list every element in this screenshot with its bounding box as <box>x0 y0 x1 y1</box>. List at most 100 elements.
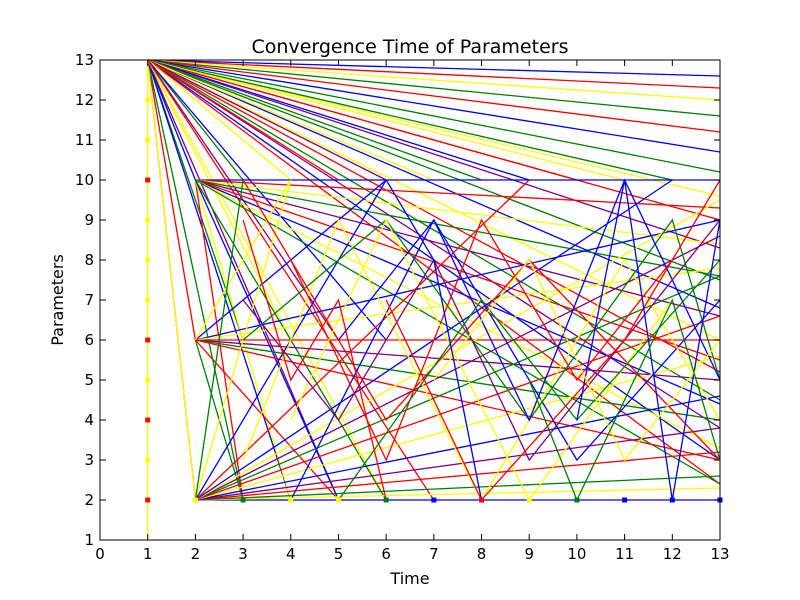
series-line-94 <box>528 298 721 502</box>
series-line-33 <box>147 59 387 341</box>
series-line-2 <box>147 59 721 101</box>
series-line-82 <box>290 218 721 501</box>
series-line-7 <box>147 59 721 197</box>
data-point-0 <box>145 97 151 103</box>
data-point-9 <box>145 457 151 463</box>
y-tick-label-11: 12 <box>75 91 94 109</box>
series-line-86 <box>337 178 721 422</box>
series-line-5 <box>147 59 721 153</box>
series-line-92 <box>433 258 721 462</box>
series-line-45 <box>195 179 721 277</box>
series-line-66 <box>195 487 721 501</box>
series-line-19 <box>147 59 625 181</box>
data-point-12 <box>240 497 246 503</box>
x-tick-label-1: 1 <box>143 545 153 563</box>
series-line-70 <box>195 395 721 501</box>
series-line-79 <box>194 179 244 501</box>
series-line-38 <box>147 59 340 501</box>
series-line-9 <box>147 59 721 249</box>
series-line-62 <box>194 179 292 341</box>
series-line-3 <box>147 59 721 117</box>
series-line-67 <box>195 475 721 501</box>
y-tick-label-10: 11 <box>75 131 94 149</box>
series-line-25 <box>147 59 339 181</box>
y-tick-label-12: 13 <box>75 51 94 69</box>
series-line-31 <box>147 59 292 341</box>
x-tick-label-0: 0 <box>95 545 105 563</box>
series-line-23 <box>147 59 435 181</box>
series-line-12 <box>147 59 721 341</box>
series-line-11 <box>147 59 721 309</box>
series-line-36 <box>147 59 244 501</box>
y-axis-label: Parameters <box>48 254 67 346</box>
data-point-10 <box>145 497 151 503</box>
series-line-73 <box>195 275 721 501</box>
series-line-22 <box>147 59 482 181</box>
series-line-21 <box>147 59 530 181</box>
series-line-49 <box>195 179 721 449</box>
x-axis-label: Time <box>389 569 429 588</box>
y-tick-label-9: 10 <box>75 171 94 189</box>
series-line-88 <box>242 219 721 462</box>
series-line-24 <box>147 59 387 181</box>
x-tick-label-10: 10 <box>567 545 586 563</box>
x-tick-label-4: 4 <box>286 545 296 563</box>
y-tick-label-4: 5 <box>84 371 94 389</box>
x-tick-label-2: 2 <box>191 545 201 563</box>
series-line-71 <box>195 355 721 501</box>
y-tick-label-6: 7 <box>84 291 94 309</box>
data-point-8 <box>145 417 151 423</box>
y-tick-label-5: 6 <box>84 331 94 349</box>
series-line-26 <box>147 59 292 181</box>
data-point-16 <box>431 497 437 503</box>
series-line-48 <box>195 179 721 405</box>
series-line-30 <box>147 59 244 341</box>
y-tick-label-2: 3 <box>84 451 94 469</box>
series-line-81 <box>242 179 721 461</box>
data-point-14 <box>335 497 341 503</box>
series-line-6 <box>147 59 721 173</box>
x-tick-label-13: 13 <box>710 545 729 563</box>
series-line-77 <box>194 179 530 501</box>
data-point-2 <box>145 177 151 183</box>
series-line-69 <box>195 427 721 501</box>
x-tick-label-8: 8 <box>477 545 487 563</box>
series-line-10 <box>147 59 721 281</box>
data-point-13 <box>288 497 294 503</box>
series-line-20 <box>147 59 578 181</box>
data-point-11 <box>192 497 198 503</box>
x-tick-label-9: 9 <box>524 545 534 563</box>
data-point-18 <box>526 497 532 503</box>
series-line-90 <box>385 179 721 502</box>
y-tick-label-3: 4 <box>84 411 94 429</box>
y-tick-label-0: 1 <box>84 531 94 549</box>
y-tick-label-7: 8 <box>84 251 94 269</box>
series-line-95 <box>242 219 387 501</box>
series-line-50 <box>195 179 721 485</box>
series-line-43 <box>195 179 721 209</box>
data-point-21 <box>669 497 675 503</box>
data-point-17 <box>479 497 485 503</box>
series-line-64 <box>194 339 339 501</box>
plot-lines <box>147 59 721 540</box>
series-line-37 <box>147 59 292 501</box>
y-tick-label-1: 2 <box>84 491 94 509</box>
data-point-3 <box>145 217 151 223</box>
series-line-14 <box>147 59 721 401</box>
x-tick-label-12: 12 <box>663 545 682 563</box>
series-line-74 <box>195 235 721 501</box>
x-tick-label-3: 3 <box>238 545 248 563</box>
data-point-15 <box>383 497 389 503</box>
series-line-35 <box>147 59 197 501</box>
series-line-4 <box>147 59 721 133</box>
series-line-91 <box>576 179 721 501</box>
x-tick-label-6: 6 <box>381 545 391 563</box>
data-point-5 <box>145 297 151 303</box>
x-axis: 0 1 2 3 4 5 6 7 8 9 10 11 12 13 <box>95 60 730 563</box>
chart-title: Convergence Time of Parameters <box>252 36 569 58</box>
x-tick-label-5: 5 <box>334 545 344 563</box>
x-tick-label-7: 7 <box>429 545 439 563</box>
data-point-1 <box>145 137 151 143</box>
